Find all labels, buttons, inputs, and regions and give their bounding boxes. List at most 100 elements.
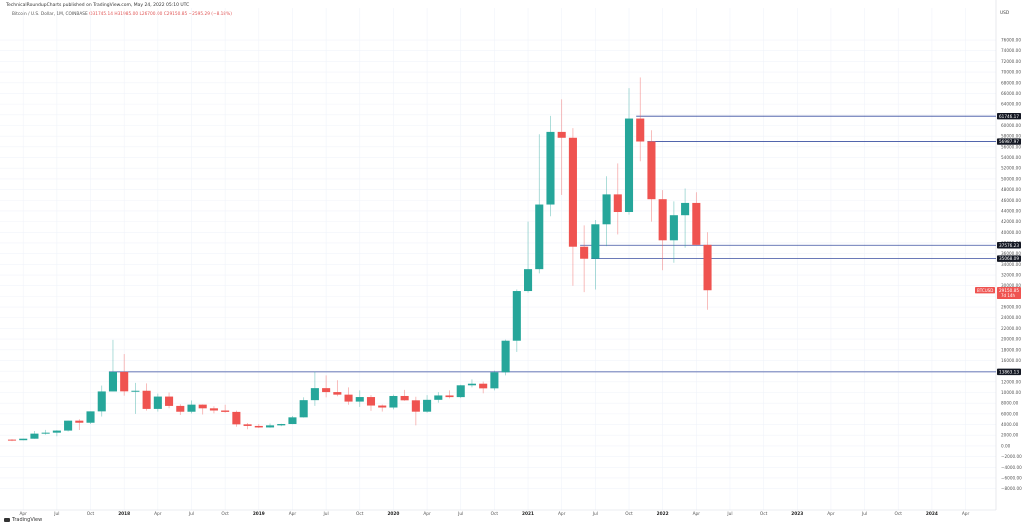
x-tick-label: Jul	[323, 511, 329, 517]
y-tick-label: 36000.00	[1001, 251, 1021, 256]
candle-body	[445, 395, 454, 398]
tradingview-logo-text: TradingView	[12, 517, 43, 523]
candle-body	[108, 371, 118, 392]
candle-body	[591, 224, 600, 259]
y-tick-label: 24000.00	[1001, 315, 1021, 320]
x-tick-label: Oct	[221, 511, 229, 517]
candle-body	[7, 439, 17, 441]
level-price-label: 61746.17	[999, 114, 1019, 119]
x-tick-label: 2022	[657, 511, 669, 517]
candle-body	[288, 417, 297, 425]
y-tick-label: 16000.00	[1001, 358, 1021, 363]
x-tick-label: Oct	[625, 511, 633, 517]
level-price-label-bg	[997, 255, 1021, 262]
y-tick-label: 26000.00	[1001, 305, 1021, 310]
candle-body	[344, 394, 353, 402]
candle-body	[636, 118, 645, 142]
candle-body	[411, 400, 420, 412]
x-tick-label: Apr	[154, 511, 162, 517]
candle-body	[557, 131, 566, 138]
candle-body	[355, 397, 364, 402]
x-tick-label: Jul	[53, 511, 59, 517]
candle-body	[703, 244, 712, 291]
y-tick-label: 4000.00	[1001, 422, 1019, 427]
y-tick-label: 18000.00	[1001, 347, 1021, 352]
y-tick-label: 0.00	[1001, 443, 1011, 448]
publisher-line: TechnicalRoundupCharts published on Trad…	[6, 3, 190, 8]
candle-body	[423, 399, 432, 412]
candle-body	[333, 392, 342, 395]
candle-body	[389, 395, 398, 408]
y-tick-label: 58000.00	[1001, 134, 1021, 139]
y-tick-label: 72000.00	[1001, 59, 1021, 64]
candle-body	[669, 215, 678, 241]
currency-label: USD	[1000, 11, 1010, 16]
candle-body	[153, 396, 162, 409]
y-tick-label: 64000.00	[1001, 102, 1021, 107]
y-tick-label: 50000.00	[1001, 176, 1021, 181]
candle-body	[613, 194, 622, 213]
y-tick-label: 70000.00	[1001, 70, 1021, 75]
candle-body	[277, 424, 286, 426]
candle-body	[30, 433, 39, 439]
candle-body	[299, 400, 308, 418]
level-price-label-bg	[997, 112, 1021, 120]
x-tick-label: Apr	[19, 511, 27, 517]
x-tick-label: Oct	[491, 511, 499, 517]
candle-body	[378, 405, 387, 408]
tradingview-logo: TradingView	[4, 517, 42, 523]
candle-body	[243, 424, 252, 426]
x-tick-label: 2020	[387, 511, 399, 517]
x-tick-label: Apr	[693, 511, 701, 517]
candle-body	[120, 371, 129, 392]
candle-body	[580, 246, 589, 259]
candle-body	[434, 395, 443, 400]
x-tick-label: 2021	[522, 511, 534, 517]
y-tick-label: 12000.00	[1001, 379, 1021, 384]
y-tick-label: 40000.00	[1001, 230, 1021, 235]
y-tick-label: −6000.00	[1001, 475, 1022, 480]
candle-body	[501, 340, 510, 373]
candle-body	[86, 411, 95, 423]
candle-body	[176, 405, 185, 412]
candle-body	[692, 202, 701, 245]
x-tick-label: Apr	[962, 511, 970, 517]
x-tick-label: Jul	[592, 511, 598, 517]
y-tick-label: 76000.00	[1001, 38, 1021, 43]
candle-body	[64, 420, 73, 431]
candle-body	[456, 385, 465, 398]
y-tick-label: 22000.00	[1001, 326, 1021, 331]
y-tick-label: 68000.00	[1001, 80, 1021, 85]
candle-body	[490, 372, 499, 389]
x-tick-label: 2019	[253, 511, 265, 517]
y-tick-label: 74000.00	[1001, 48, 1021, 53]
candle-body	[546, 131, 555, 205]
current-price-label: 29150.85	[999, 288, 1019, 293]
candle-body	[647, 141, 656, 200]
candle-body	[524, 269, 533, 292]
x-tick-label: Apr	[289, 511, 297, 517]
tradingview-logo-icon	[4, 517, 10, 522]
y-tick-label: 20000.00	[1001, 337, 1021, 342]
y-tick-label: 52000.00	[1001, 166, 1021, 171]
candle-body	[142, 390, 151, 409]
level-price-label: 37576.23	[999, 243, 1019, 248]
candle-body	[19, 438, 28, 441]
y-tick-label: 48000.00	[1001, 187, 1021, 192]
x-tick-label: Oct	[87, 511, 95, 517]
y-tick-label: 32000.00	[1001, 273, 1021, 278]
y-tick-label: 60000.00	[1001, 123, 1021, 128]
candle-body	[221, 410, 230, 412]
candle-body	[681, 202, 690, 216]
y-tick-label: 56000.00	[1001, 144, 1021, 149]
x-tick-label: 2023	[791, 511, 803, 517]
x-tick-label: Oct	[356, 511, 364, 517]
x-tick-label: Apr	[558, 511, 566, 517]
candle-body	[658, 199, 667, 241]
y-tick-label: −2000.00	[1001, 454, 1022, 459]
y-tick-label: 66000.00	[1001, 91, 1021, 96]
candle-body	[366, 397, 376, 406]
candle-body	[97, 391, 106, 412]
x-tick-label: Apr	[423, 511, 431, 517]
